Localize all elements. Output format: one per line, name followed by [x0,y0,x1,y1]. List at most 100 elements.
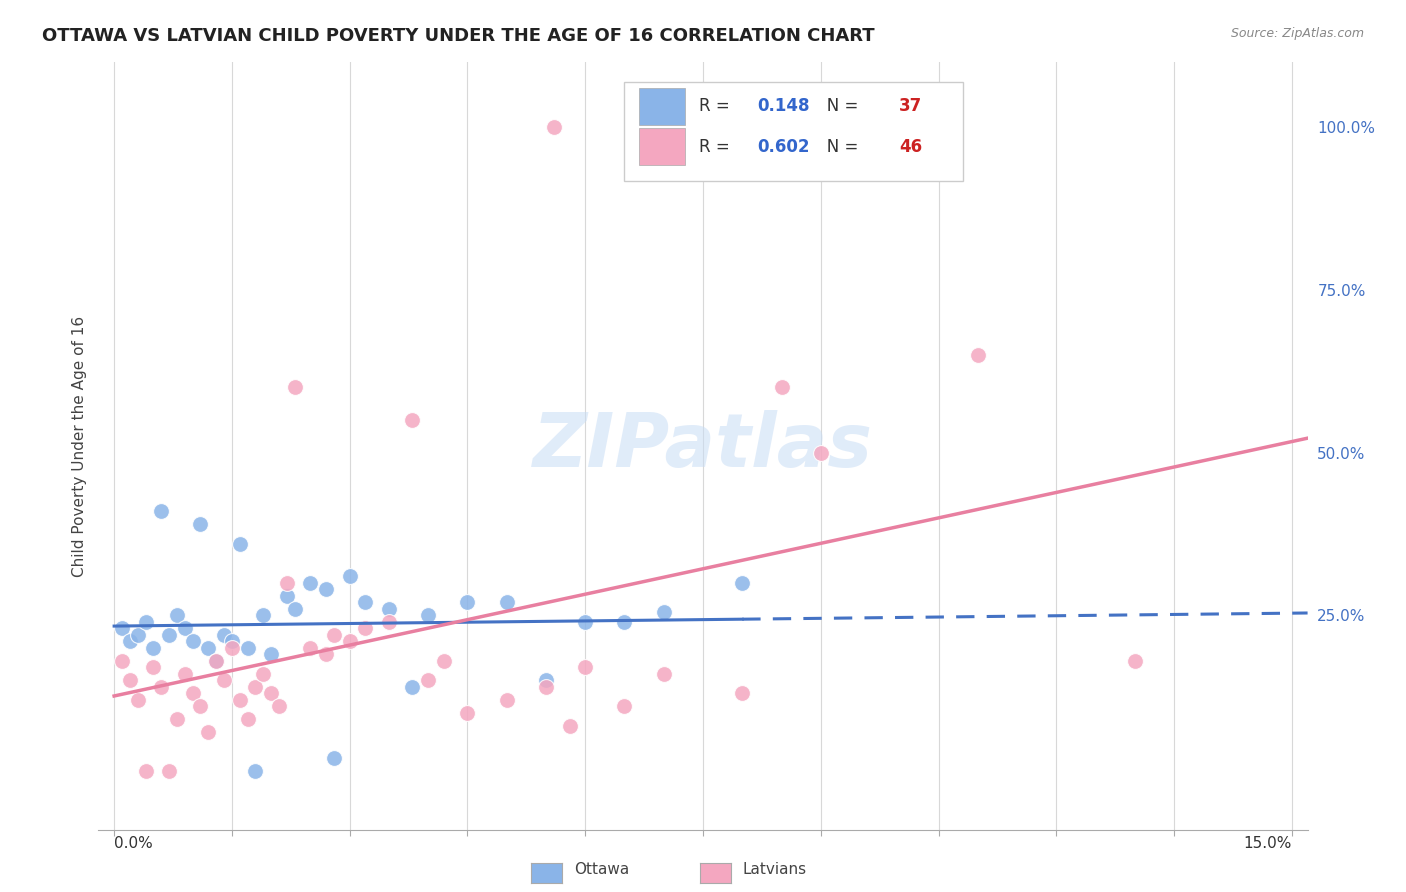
Bar [638,128,685,165]
Point [260,647,283,661]
Text: 46: 46 [898,138,922,156]
Text: ZIPatlas: ZIPatlas [533,409,873,483]
Text: Latvians: Latvians [742,863,807,877]
Point [966,348,988,362]
Point [212,627,235,641]
Point [142,660,165,674]
Point [276,589,298,603]
Point [731,575,754,590]
Point [495,692,517,706]
Text: 0.602: 0.602 [758,138,810,156]
Point [190,699,212,714]
Point [173,621,195,635]
Point [157,627,180,641]
Point [135,615,157,629]
Point [770,380,793,394]
Text: R =: R = [699,97,741,115]
Point [221,634,243,648]
Text: R =: R = [699,138,741,156]
Point [181,686,204,700]
Point [135,764,157,778]
Point [315,582,337,596]
Point [111,654,134,668]
Point [401,680,423,694]
Point [276,575,298,590]
Point [418,607,440,622]
Point [1123,654,1146,668]
Point [299,640,322,655]
Point [534,680,557,694]
Point [197,725,219,739]
Point [613,699,636,714]
Text: 0.148: 0.148 [758,97,810,115]
Point [401,413,423,427]
Point [111,621,134,635]
Point [142,640,165,655]
Point [456,706,478,720]
Point [267,699,290,714]
FancyBboxPatch shape [624,81,963,181]
Point [166,607,188,622]
Point [574,615,596,629]
Point [166,712,188,726]
Point [433,654,456,668]
Point [652,605,675,619]
Point [495,595,517,609]
Text: 37: 37 [898,97,922,115]
Point [190,516,212,531]
Text: N =: N = [811,97,863,115]
Point [378,615,401,629]
Point [558,718,581,732]
Point [323,751,346,765]
Text: 15.0%: 15.0% [1243,836,1292,851]
Point [543,120,565,135]
Point [150,680,173,694]
Point [378,601,401,615]
Point [613,615,636,629]
Point [236,640,259,655]
Point [323,627,346,641]
Point [205,654,228,668]
Point [354,595,377,609]
Point [456,595,478,609]
Y-axis label: Child Poverty Under the Age of 16: Child Poverty Under the Age of 16 [72,316,87,576]
Text: N =: N = [811,138,863,156]
Point [354,621,377,635]
Point [173,666,195,681]
Point [197,640,219,655]
Point [284,601,307,615]
Point [252,666,274,681]
Point [731,686,754,700]
Point [810,445,832,459]
Text: Source: ZipAtlas.com: Source: ZipAtlas.com [1230,27,1364,40]
Point [260,686,283,700]
Point [315,647,337,661]
Point [236,712,259,726]
Text: OTTAWA VS LATVIAN CHILD POVERTY UNDER THE AGE OF 16 CORRELATION CHART: OTTAWA VS LATVIAN CHILD POVERTY UNDER TH… [42,27,875,45]
Point [118,634,141,648]
Point [339,634,361,648]
Point [150,504,173,518]
Point [212,673,235,687]
Point [252,607,274,622]
Point [229,536,252,550]
Text: 0.0%: 0.0% [114,836,153,851]
Point [339,569,361,583]
Point [157,764,180,778]
Point [181,634,204,648]
Point [118,673,141,687]
Point [652,666,675,681]
Text: Ottawa: Ottawa [574,863,628,877]
Point [574,660,596,674]
Point [245,680,267,694]
Point [127,627,149,641]
Point [127,692,149,706]
Point [299,575,322,590]
Point [245,764,267,778]
Point [284,380,307,394]
Point [418,673,440,687]
Bar [638,87,685,125]
Point [534,673,557,687]
Point [205,654,228,668]
Point [229,692,252,706]
